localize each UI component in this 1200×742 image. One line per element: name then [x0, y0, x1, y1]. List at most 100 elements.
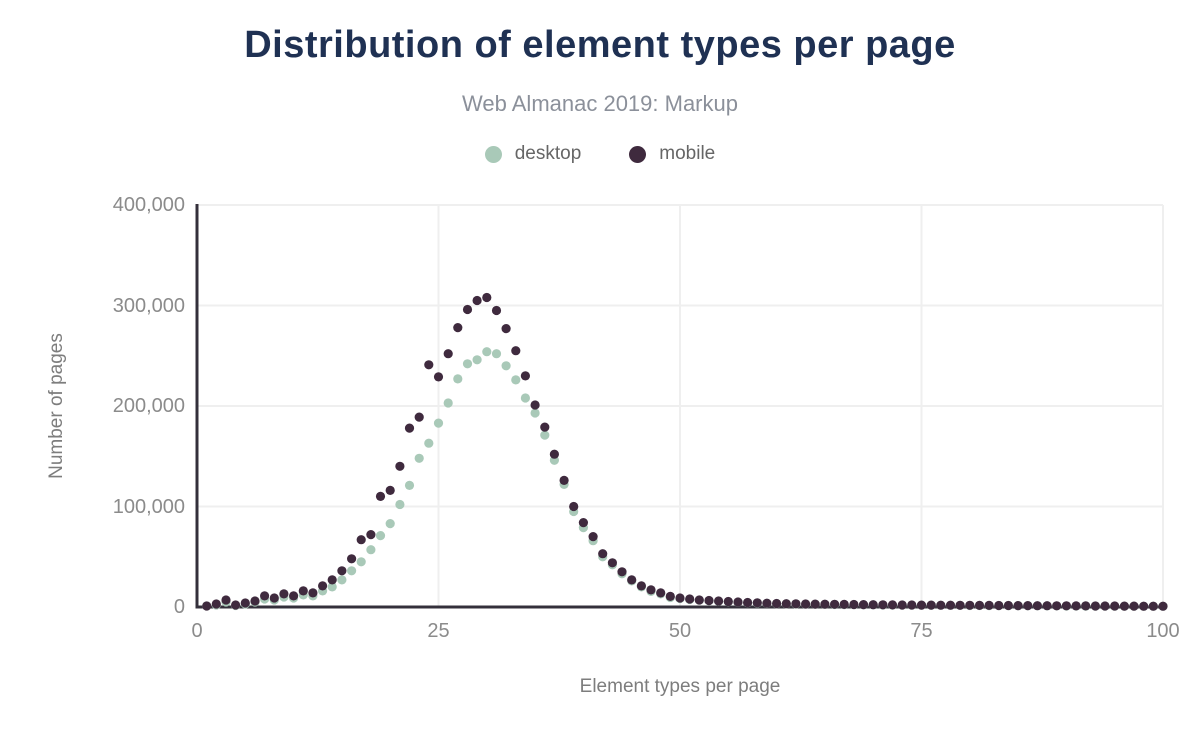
desktop-point	[520, 393, 531, 403]
legend-item-desktop: desktop	[484, 143, 581, 165]
mobile-series	[202, 292, 1168, 611]
mobile-point	[1061, 601, 1071, 611]
mobile-point	[1032, 601, 1042, 611]
mobile-point	[714, 596, 724, 606]
mobile-point	[375, 491, 386, 501]
mobile-point	[646, 585, 656, 595]
desktop-point	[375, 531, 386, 541]
mobile-point	[462, 304, 473, 315]
mobile-point	[636, 581, 647, 591]
mobile-point	[781, 599, 791, 609]
mobile-point	[945, 600, 956, 610]
legend-item-mobile: mobile	[629, 143, 715, 165]
mobile-point	[520, 371, 531, 381]
mobile-point	[994, 600, 1004, 611]
mobile-point	[830, 599, 840, 609]
mobile-point	[530, 400, 540, 410]
mobile-point	[733, 597, 743, 607]
x-tick-label: 50	[668, 620, 692, 642]
mobile-point	[617, 567, 627, 577]
desktop-point	[491, 349, 502, 359]
y-tick-label: 200,000	[112, 395, 185, 417]
mobile-point	[250, 596, 260, 606]
mobile-point	[743, 597, 753, 608]
desktop-point	[327, 582, 337, 592]
mobile-point	[752, 598, 762, 608]
mobile-point	[675, 593, 685, 603]
mobile-point	[511, 346, 521, 356]
mobile-point	[578, 518, 589, 528]
desktop-point	[443, 398, 453, 408]
y-tick-label: 300,000	[112, 294, 185, 317]
mobile-point	[260, 591, 270, 601]
mobile-point	[801, 599, 811, 609]
mobile-point	[395, 461, 405, 471]
mobile-point	[240, 598, 250, 608]
gridlines	[197, 204, 1164, 607]
desktop-point	[337, 575, 347, 585]
mobile-point	[337, 566, 347, 576]
desktop-series-swatch-icon	[484, 145, 502, 163]
desktop-point	[395, 499, 405, 510]
mobile-point	[549, 449, 560, 459]
legend: desktop mobile	[0, 143, 1200, 165]
desktop-point	[462, 359, 473, 369]
desktop-point	[530, 408, 540, 418]
chart-subtitle: Web Almanac 2019: Markup	[462, 91, 738, 116]
mobile-point	[482, 292, 492, 303]
desktop-point	[511, 375, 521, 385]
desktop-point	[482, 347, 492, 357]
mobile-point	[279, 589, 289, 599]
mobile-point	[839, 599, 849, 610]
mobile-point	[385, 485, 395, 495]
mobile-point	[791, 599, 801, 609]
x-tick-label: 75	[910, 620, 933, 642]
mobile-point	[327, 575, 337, 585]
mobile-point	[366, 530, 376, 540]
mobile-point	[221, 595, 231, 605]
mobile-point	[704, 595, 714, 606]
mobile-point	[598, 549, 608, 559]
mobile-point	[665, 591, 675, 602]
mobile-point	[810, 599, 820, 609]
mobile-point	[723, 596, 733, 607]
mobile-point	[858, 600, 869, 610]
mobile-point	[569, 501, 579, 512]
x-axis-title: Element types per page	[579, 676, 781, 697]
mobile-point	[965, 600, 975, 610]
mobile-point	[926, 600, 936, 610]
desktop-point	[414, 453, 424, 463]
mobile-point	[685, 594, 695, 604]
mobile-point	[289, 591, 299, 601]
mobile-point	[1119, 601, 1129, 611]
mobile-point	[868, 600, 878, 610]
mobile-point	[1013, 601, 1023, 611]
mobile-point	[1110, 601, 1120, 611]
mobile-point	[1158, 601, 1168, 611]
mobile-point	[1100, 601, 1110, 611]
mobile-point	[984, 600, 994, 611]
mobile-point	[540, 422, 550, 432]
mobile-point	[1081, 601, 1091, 611]
mobile-point	[955, 600, 965, 610]
desktop-point	[385, 519, 395, 529]
desktop-point	[424, 438, 434, 448]
desktop-point	[404, 480, 415, 490]
mobile-point	[656, 588, 666, 598]
mobile-point	[231, 600, 241, 610]
mobile-point	[1129, 601, 1139, 611]
desktop-point	[501, 361, 511, 371]
desktop-point	[472, 355, 482, 365]
mobile-point	[491, 305, 502, 316]
mobile-point	[424, 360, 434, 370]
mobile-point	[916, 600, 927, 610]
mobile-point	[849, 599, 859, 610]
x-tick-label: 100	[1146, 620, 1180, 642]
mobile-point	[897, 600, 907, 610]
mobile-point	[1090, 601, 1100, 611]
mobile-point	[820, 599, 830, 609]
x-tick-label: 0	[191, 620, 203, 642]
mobile-point	[269, 593, 279, 603]
